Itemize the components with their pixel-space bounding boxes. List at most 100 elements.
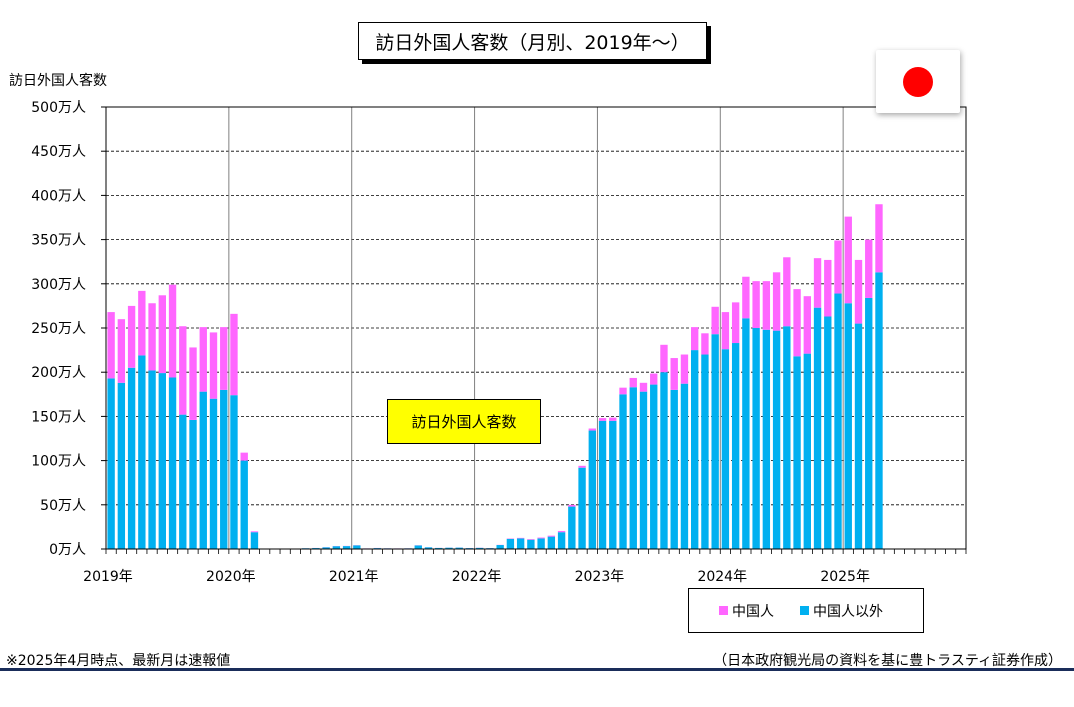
bar-china: [537, 537, 545, 539]
bar-non-china: [813, 307, 822, 549]
bar-non-china: [168, 377, 177, 549]
y-tick-label: 450万人: [31, 144, 86, 160]
bar-china: [629, 377, 637, 388]
bar-non-china: [240, 460, 248, 549]
bar-layer: [107, 204, 883, 549]
bar-china: [578, 465, 586, 468]
bar-non-china: [199, 391, 207, 549]
bar-china: [148, 303, 156, 371]
bar-china: [731, 302, 740, 344]
flag-disc: [903, 67, 933, 97]
bar-non-china: [496, 545, 504, 549]
x-tick-label: 2024年: [697, 569, 747, 585]
bar-china: [803, 296, 811, 354]
bar-non-china: [138, 355, 146, 549]
bottom-rule: [0, 668, 1074, 671]
bar-non-china: [588, 430, 596, 549]
bar-china: [209, 332, 218, 399]
bar-china: [568, 504, 576, 507]
legend-item-china: 中国人: [719, 601, 774, 621]
bar-china: [854, 259, 863, 324]
bar-china: [865, 239, 873, 298]
bar-non-china: [578, 467, 586, 549]
bar-non-china: [731, 343, 740, 549]
bar-china: [639, 382, 648, 392]
bar-non-china: [445, 547, 453, 549]
bar-non-china: [772, 330, 781, 549]
bar-non-china: [691, 350, 699, 549]
bar-non-china: [752, 328, 760, 549]
bar-non-china: [660, 372, 668, 549]
bar-china: [168, 284, 177, 378]
bar-china: [527, 539, 535, 540]
bar-china: [691, 327, 699, 351]
bar-non-china: [189, 419, 197, 549]
bar-non-china: [107, 378, 115, 549]
bar-china: [230, 313, 238, 396]
bar-non-china: [547, 536, 556, 549]
bar-non-china: [844, 303, 852, 549]
bar-non-china: [220, 389, 228, 549]
legend-label-china: 中国人: [732, 603, 774, 620]
bar-china: [598, 418, 607, 421]
bar-china: [189, 347, 197, 420]
bar-non-china: [353, 545, 361, 549]
bar-china: [711, 306, 719, 335]
bar-china: [557, 530, 566, 533]
bar-china: [824, 259, 832, 317]
bar-non-china: [148, 370, 156, 549]
bar-china: [752, 281, 760, 328]
bar-china: [588, 428, 596, 431]
legend: 中国人 中国人以外: [688, 588, 924, 633]
bar-china: [793, 289, 801, 357]
chart-callout: 訪日外国人客数: [387, 399, 541, 444]
bar-non-china: [179, 414, 187, 549]
bar-china: [220, 327, 228, 390]
y-tick-label: 250万人: [31, 321, 86, 337]
japan-flag-icon: [876, 50, 960, 113]
bar-non-china: [250, 532, 259, 549]
source-note: （日本政府観光局の資料を基に豊トラスティ証券作成）: [713, 653, 1062, 669]
bar-china: [179, 326, 187, 415]
bar-china: [107, 312, 115, 379]
y-tick-label: 300万人: [31, 277, 86, 293]
bar-non-china: [762, 329, 771, 549]
bar-china: [701, 333, 709, 355]
bar-non-china: [117, 382, 126, 549]
bar-china: [240, 452, 248, 461]
legend-label-non-china: 中国人以外: [813, 603, 883, 620]
bar-non-china: [158, 373, 166, 549]
bar-non-china: [701, 354, 709, 549]
bar-china: [547, 535, 556, 537]
bar-non-china: [568, 506, 576, 549]
y-tick-label: 350万人: [31, 233, 86, 249]
bar-non-china: [793, 356, 801, 549]
bar-non-china: [322, 547, 330, 549]
bar-china: [158, 295, 166, 374]
bar-non-china: [537, 538, 545, 549]
bar-non-china: [619, 394, 627, 549]
bar-china: [670, 358, 678, 390]
legend-swatch-china: [719, 606, 728, 615]
bar-non-china: [557, 532, 566, 549]
bar-china: [660, 344, 668, 373]
y-tick-label: 200万人: [31, 365, 86, 381]
bar-non-china: [435, 547, 443, 549]
bar-non-china: [476, 547, 484, 549]
bar-non-china: [609, 420, 617, 549]
axis-layer: 0万人 50万人 100万人 150万人 200万人 250万人 300万人 350万人 400…: [31, 100, 967, 585]
bar-china: [844, 216, 852, 304]
y-tick-label: 50万人: [40, 498, 86, 514]
y-tick-label: 150万人: [31, 409, 86, 425]
bar-non-china: [639, 391, 648, 549]
bar-china: [609, 417, 617, 421]
bar-china: [742, 276, 750, 319]
bar-non-china: [127, 367, 136, 549]
bar-non-china: [424, 547, 433, 549]
bar-non-china: [783, 326, 791, 549]
bar-china: [813, 258, 822, 308]
y-tick-label: 100万人: [31, 454, 86, 470]
bar-non-china: [506, 538, 515, 549]
bar-non-china: [711, 334, 719, 549]
